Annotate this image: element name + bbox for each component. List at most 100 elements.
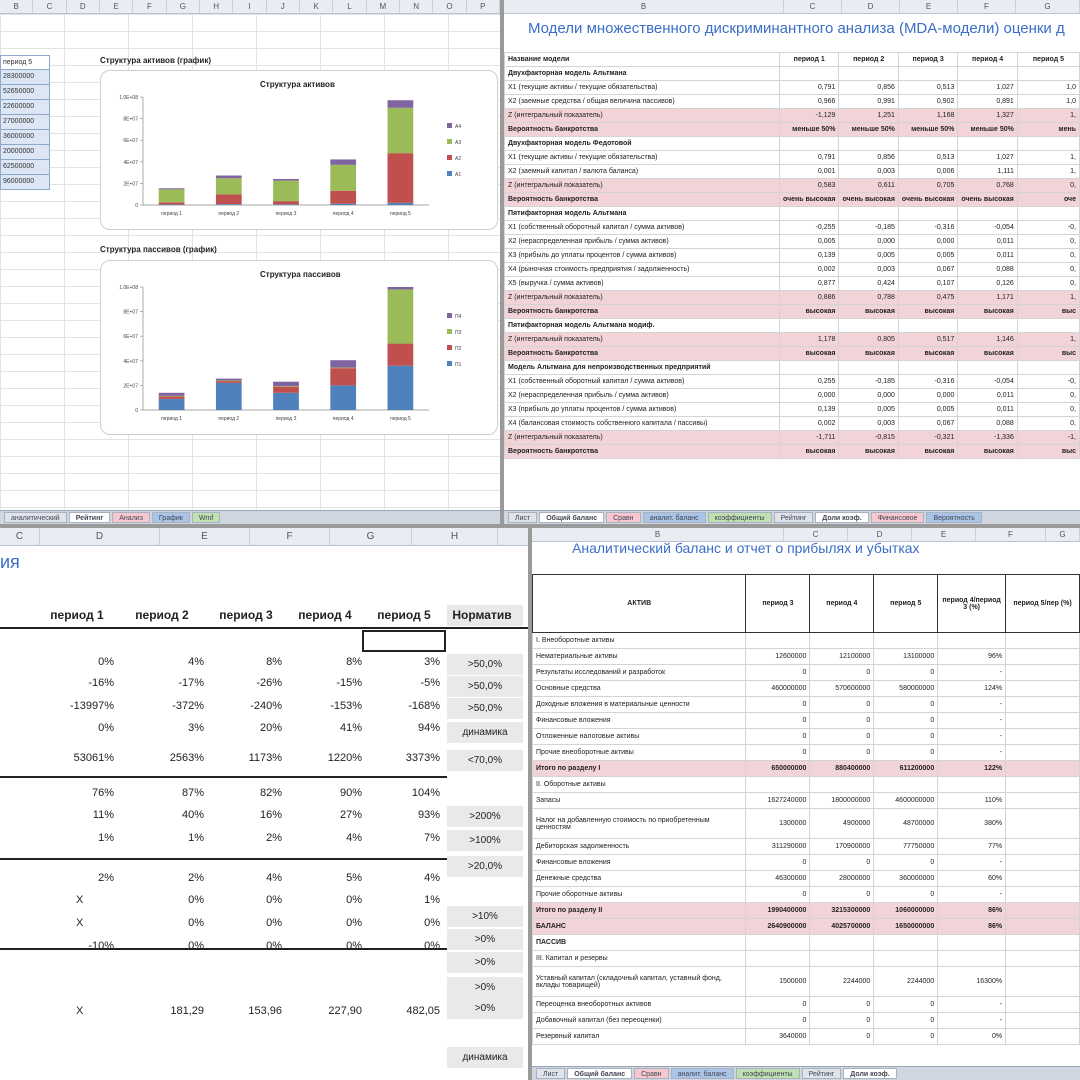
sheet-tab[interactable]: Лист [508, 512, 538, 523]
header-cell[interactable]: период 4/период 3 (%) [937, 574, 1007, 633]
column-letter[interactable]: C [784, 0, 842, 13]
sheet-tab[interactable]: Wmf [191, 512, 221, 523]
table-cell[interactable]: X2 (нераспределенная прибыль / сумма акт… [504, 234, 780, 249]
table-cell[interactable]: очень высокая [957, 192, 1018, 207]
table-cell[interactable]: 1,168 [897, 108, 959, 123]
ratio-cell[interactable]: 4% [188, 656, 204, 668]
norm-cell[interactable]: >20,0% [447, 856, 523, 877]
table-cell[interactable]: 0 [873, 696, 939, 713]
value-cell[interactable]: 27000000 [0, 115, 50, 130]
table-cell[interactable] [745, 950, 811, 967]
table-cell[interactable]: 0 [873, 1012, 939, 1029]
table-cell[interactable] [937, 950, 1007, 967]
table-cell[interactable] [1005, 664, 1080, 681]
value-cell[interactable]: 28300000 [0, 70, 50, 85]
table-cell[interactable]: 1990400000 [745, 902, 811, 919]
header-cell[interactable]: период 5/пер (%) [1005, 574, 1080, 633]
table-cell[interactable]: -0,185 [838, 374, 899, 389]
table-cell[interactable]: 0 [873, 886, 939, 903]
table-cell[interactable]: высокая [778, 304, 840, 319]
ratio-cell[interactable]: -240% [250, 700, 282, 712]
table-cell[interactable]: 0,517 [897, 332, 959, 347]
table-cell[interactable]: 124% [937, 680, 1007, 697]
ratio-cell[interactable]: 1% [98, 832, 114, 844]
table-cell[interactable]: 0 [873, 712, 939, 729]
table-cell[interactable]: 0,005 [838, 402, 899, 417]
table-cell[interactable]: 4600000000 [873, 792, 939, 809]
table-cell[interactable]: 0,583 [778, 178, 840, 193]
column-letter[interactable]: C [33, 0, 67, 13]
column-letter[interactable]: F [976, 528, 1046, 541]
table-cell[interactable]: 0,886 [778, 290, 840, 305]
table-cell[interactable]: - [937, 886, 1007, 903]
table-cell[interactable] [1005, 696, 1080, 713]
ratio-cell[interactable]: 20% [259, 722, 282, 734]
norm-cell[interactable]: >50,0% [447, 676, 523, 697]
table-cell[interactable] [778, 318, 840, 333]
norm-cell[interactable]: >0% [447, 977, 523, 998]
table-cell[interactable] [1016, 318, 1080, 333]
column-letter[interactable]: M [367, 0, 400, 13]
table-cell[interactable]: -0, [1016, 220, 1080, 235]
table-cell[interactable]: 0 [873, 728, 939, 745]
table-cell[interactable]: 1,171 [957, 290, 1018, 305]
table-cell[interactable]: Z (интегральный показатель) [504, 108, 780, 123]
table-cell[interactable] [1005, 854, 1080, 871]
header-cell[interactable]: период 3 [219, 608, 273, 622]
ratio-cell[interactable]: 0% [188, 940, 204, 952]
table-cell[interactable]: меньше 50% [957, 122, 1018, 137]
ratio-cell[interactable]: 93% [417, 809, 440, 821]
table-cell[interactable]: X1 (собственный оборотный капитал / сумм… [504, 220, 780, 235]
table-cell[interactable]: высокая [838, 444, 899, 459]
norm-cell[interactable]: <70,0% [447, 750, 523, 771]
table-cell[interactable] [1016, 136, 1080, 151]
table-cell[interactable]: 0 [745, 1012, 811, 1029]
table-cell[interactable] [873, 934, 939, 951]
ratio-cell[interactable]: 153,96 [248, 1005, 282, 1017]
table-cell[interactable]: 0, [1016, 276, 1080, 291]
norm-cell[interactable]: динамика [447, 1047, 523, 1068]
table-cell[interactable]: меньше 50% [778, 122, 840, 137]
table-cell[interactable]: -0,185 [838, 220, 899, 235]
column-letter[interactable]: D [40, 528, 160, 545]
table-cell[interactable]: 0,001 [778, 164, 840, 179]
ratio-cell[interactable]: -10% [88, 940, 114, 952]
ratio-cell[interactable]: 5% [346, 872, 362, 884]
table-cell[interactable]: 4025700000 [809, 918, 875, 935]
table-cell[interactable]: 1, [1016, 150, 1080, 165]
value-cell[interactable]: 36000000 [0, 130, 50, 145]
column-letter[interactable]: B [504, 0, 784, 13]
ratio-cell[interactable]: 0% [266, 894, 282, 906]
column-letter[interactable]: F [250, 528, 330, 545]
column-letter[interactable]: H [200, 0, 234, 13]
sheet-tab[interactable]: Лист [536, 1068, 566, 1079]
table-cell[interactable]: 0,002 [778, 416, 840, 431]
table-cell[interactable] [778, 136, 840, 151]
table-cell[interactable]: 0 [745, 664, 811, 681]
ratio-cell[interactable]: -372% [172, 700, 204, 712]
table-cell[interactable] [838, 318, 899, 333]
table-cell[interactable]: -1, [1016, 430, 1080, 445]
table-cell[interactable] [1005, 712, 1080, 729]
table-cell[interactable]: 0 [745, 744, 811, 761]
table-cell[interactable]: Дебиторская задолженность [532, 838, 747, 855]
column-letter[interactable]: G [1046, 528, 1080, 541]
table-cell[interactable]: 0,003 [838, 416, 899, 431]
ratio-cell[interactable]: 11% [92, 809, 114, 821]
table-cell[interactable]: Вероятность банкротства [504, 346, 780, 361]
table-cell[interactable] [1005, 648, 1080, 665]
table-cell[interactable]: 86% [937, 902, 1007, 919]
table-cell[interactable]: 0,006 [897, 164, 959, 179]
sheet-tab[interactable]: График [151, 512, 190, 523]
table-cell[interactable]: 0,991 [838, 94, 899, 109]
table-cell[interactable]: 3215300000 [809, 902, 875, 919]
table-cell[interactable]: 0,011 [957, 248, 1018, 263]
table-cell[interactable]: 1,0 [1016, 94, 1080, 109]
header-cell[interactable]: период 3 [745, 574, 811, 633]
table-cell[interactable]: БАЛАНС [532, 918, 747, 935]
table-cell[interactable] [809, 776, 875, 793]
table-cell[interactable] [778, 206, 840, 221]
assets-chart[interactable]: Структура активов 0 2E+07 4E+07 6E+07 8E+07 1,… [100, 70, 498, 230]
table-cell[interactable]: 0,002 [778, 262, 840, 277]
ratio-cell[interactable]: 16% [259, 809, 282, 821]
